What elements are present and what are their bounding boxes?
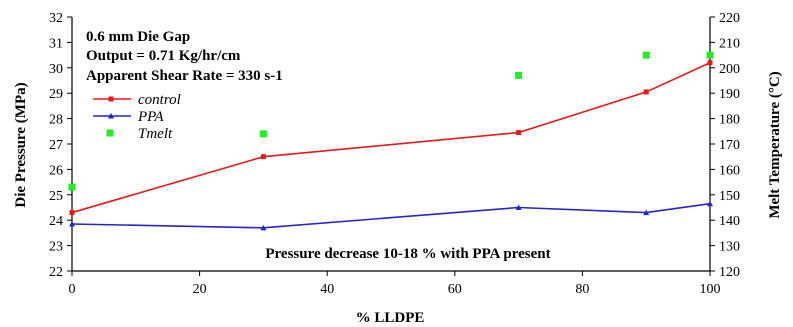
x-tick-label: 60 — [448, 282, 462, 297]
legend-label-ppa: PPA — [137, 109, 164, 125]
legend: control PPA Tmelt — [84, 87, 222, 144]
y-right-tick-label: 210 — [719, 36, 740, 51]
series-ppa-point — [515, 204, 522, 210]
series-tmelt-point — [706, 51, 714, 59]
legend-label-tmelt: Tmelt — [138, 126, 173, 142]
footnote-pressure-decrease: Pressure decrease 10-18 % with PPA prese… — [265, 246, 550, 262]
series-tmelt-point — [515, 71, 523, 79]
y-right-tick-label: 140 — [719, 214, 740, 229]
legend-swatch-tmelt-marker — [106, 129, 114, 137]
x-tick-label: 80 — [575, 282, 589, 297]
y-right-tick-label: 120 — [719, 265, 740, 280]
legend-item-control: control — [93, 92, 181, 108]
x-tick-label: 40 — [320, 282, 334, 297]
y-right-tick-label: 130 — [719, 240, 740, 255]
y-left-tick-label: 26 — [49, 163, 63, 178]
legend-swatch-ppa-marker — [108, 113, 114, 119]
y-left-tick-label: 27 — [49, 138, 63, 153]
legend-item-ppa: PPA — [93, 109, 164, 125]
x-tick-label: 100 — [700, 282, 721, 297]
series-tmelt-point — [642, 51, 650, 59]
y-right-tick-label: 180 — [719, 113, 740, 128]
y-left-tick-label: 31 — [49, 36, 63, 51]
series-control-point — [516, 130, 522, 136]
x-axis-title: % LLDPE — [356, 310, 425, 326]
y-right-tick-label: 160 — [719, 163, 740, 178]
annotation-die-gap: 0.6 mm Die Gap — [86, 29, 190, 45]
series-ppa-point — [260, 224, 267, 231]
annotation-output: Output = 0.71 Kg/hr/cm — [86, 48, 241, 64]
y-right-tick-label: 220 — [719, 11, 740, 26]
x-tick-label: 0 — [69, 282, 76, 297]
annotation-shear-rate: Apparent Shear Rate = 330 s-1 — [86, 68, 283, 84]
series-ppa-line — [71, 202, 711, 229]
y-left-tick-label: 28 — [49, 113, 63, 128]
x-tick-label: 20 — [193, 282, 207, 297]
series-layer — [68, 51, 714, 231]
series-tmelt-point — [259, 130, 267, 138]
y-axis-right-title: Melt Temperature (°C) — [767, 71, 783, 218]
series-control-point — [260, 154, 266, 160]
y-left-tick-label: 30 — [49, 62, 63, 77]
series-control-point — [707, 60, 713, 66]
y-left-tick-label: 25 — [49, 189, 63, 204]
y-right-tick-label: 170 — [719, 138, 740, 153]
series-ppa-point — [643, 209, 650, 216]
series-ppa-point — [69, 221, 75, 227]
annotation-block: 0.6 mm Die Gap Output = 0.71 Kg/hr/cm Ap… — [86, 29, 283, 84]
series-ppa-point — [707, 200, 713, 207]
legend-item-tmelt: Tmelt — [106, 126, 173, 142]
y-left-tick-label: 29 — [49, 87, 63, 102]
y-axis-left-title: Die Pressure (MPa) — [13, 82, 29, 207]
y-left-tick-label: 22 — [49, 265, 63, 280]
legend-swatch-control-marker — [108, 96, 114, 102]
y-left-tick-label: 32 — [49, 11, 63, 26]
legend-label-control: control — [138, 92, 181, 108]
y-left-tick-label: 24 — [49, 214, 63, 229]
y-right-tick-label: 150 — [719, 189, 740, 204]
ticks-layer: 0 20 40 60 80 100 22 23 24 25 26 27 28 29 30 31 32 120 130… — [49, 11, 740, 297]
series-control-point — [643, 89, 649, 95]
series-tmelt-point — [68, 183, 76, 191]
series-control-point — [69, 210, 75, 216]
y-right-tick-label: 190 — [719, 87, 740, 102]
y-left-tick-label: 23 — [49, 240, 63, 255]
y-right-tick-label: 200 — [719, 62, 740, 77]
